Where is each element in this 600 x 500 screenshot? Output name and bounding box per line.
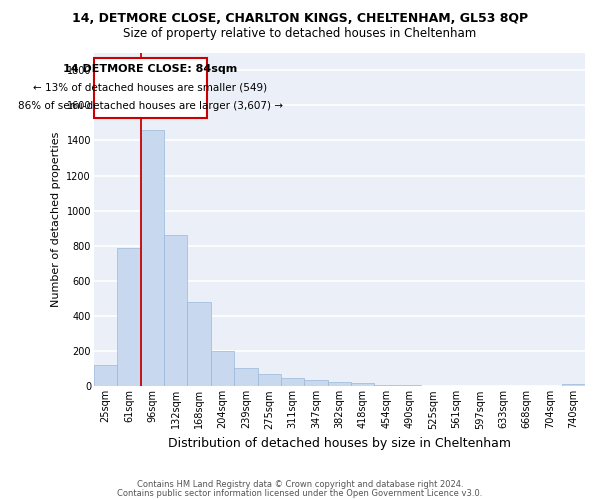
Bar — [140, 130, 164, 386]
Bar — [187, 302, 211, 386]
Text: Size of property relative to detached houses in Cheltenham: Size of property relative to detached ho… — [124, 28, 476, 40]
Text: 14, DETMORE CLOSE, CHARLTON KINGS, CHELTENHAM, GL53 8QP: 14, DETMORE CLOSE, CHARLTON KINGS, CHELT… — [72, 12, 528, 26]
Bar — [117, 248, 140, 386]
Bar — [234, 368, 257, 386]
Bar — [94, 366, 117, 386]
Bar — [562, 384, 585, 386]
Bar — [257, 374, 281, 386]
Bar — [211, 351, 234, 386]
Bar — [328, 382, 351, 386]
Bar — [351, 383, 374, 386]
Bar — [304, 380, 328, 386]
FancyBboxPatch shape — [94, 58, 207, 118]
Bar — [374, 384, 398, 386]
Y-axis label: Number of detached properties: Number of detached properties — [51, 132, 61, 307]
X-axis label: Distribution of detached houses by size in Cheltenham: Distribution of detached houses by size … — [168, 437, 511, 450]
Text: 14 DETMORE CLOSE: 84sqm: 14 DETMORE CLOSE: 84sqm — [64, 64, 238, 74]
Bar — [164, 236, 187, 386]
Text: Contains public sector information licensed under the Open Government Licence v3: Contains public sector information licen… — [118, 488, 482, 498]
Text: 86% of semi-detached houses are larger (3,607) →: 86% of semi-detached houses are larger (… — [18, 100, 283, 110]
Bar — [281, 378, 304, 386]
Text: ← 13% of detached houses are smaller (549): ← 13% of detached houses are smaller (54… — [34, 82, 268, 92]
Bar — [398, 385, 421, 386]
Text: Contains HM Land Registry data © Crown copyright and database right 2024.: Contains HM Land Registry data © Crown c… — [137, 480, 463, 489]
